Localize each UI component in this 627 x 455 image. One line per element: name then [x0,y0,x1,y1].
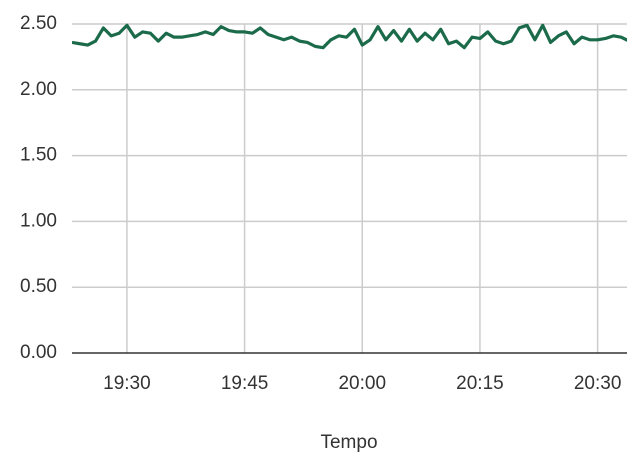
line [72,23,627,50]
y-tick-label: 2.00 [20,79,57,100]
y-tick-label: 1.50 [20,145,57,166]
y-tick-label: 0.50 [20,276,57,297]
x-tick-label: 19:30 [103,373,151,394]
x-tick-label: 20:00 [338,373,386,394]
x-tick-label: 19:45 [221,373,269,394]
x-tick-label: 20:30 [574,373,622,394]
y-tick-label: 2.50 [20,13,57,34]
y-tick-label: 1.00 [20,210,57,231]
y-tick-label: 0.00 [20,342,57,363]
x-tick-label: 20:15 [456,373,504,394]
x-axis-label: Tempo [320,432,377,453]
